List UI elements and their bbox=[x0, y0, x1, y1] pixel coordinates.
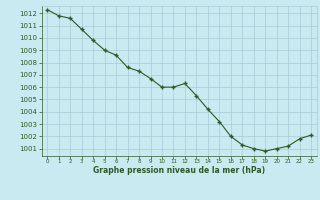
X-axis label: Graphe pression niveau de la mer (hPa): Graphe pression niveau de la mer (hPa) bbox=[93, 166, 265, 175]
